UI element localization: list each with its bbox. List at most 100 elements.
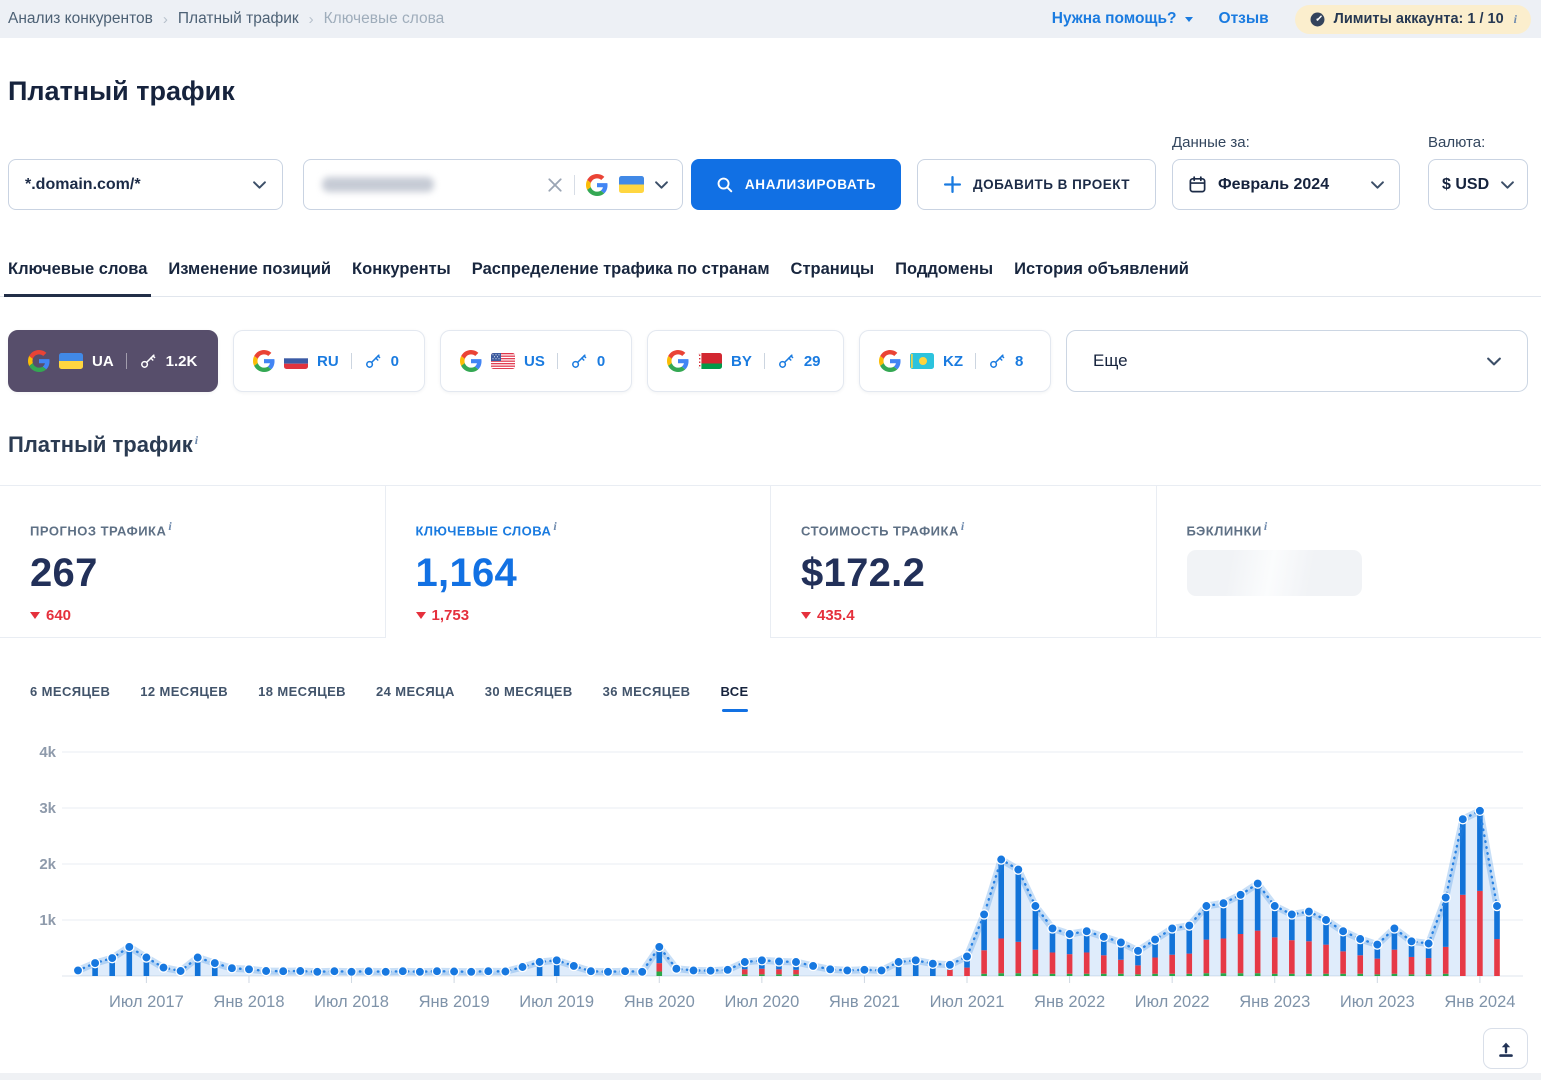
data-point (501, 967, 510, 976)
data-point (757, 956, 766, 965)
metric-card-traffic-forecast[interactable]: ПРОГНОЗ ТРАФИКАi 267 640 (0, 486, 386, 638)
url-pattern-select[interactable]: *.domain.com/* (8, 159, 283, 210)
data-point (467, 967, 476, 976)
region-button-ru[interactable]: RU 0 (233, 330, 425, 392)
red-bar (1118, 960, 1124, 974)
data-point (1168, 924, 1177, 933)
data-point (364, 967, 373, 976)
green-bar (1306, 974, 1312, 976)
period-18m[interactable]: 18 МЕСЯЦЕВ (258, 684, 346, 712)
breadcrumb-separator-icon: › (163, 11, 168, 28)
data-point (860, 965, 869, 974)
chevron-down-icon[interactable] (655, 181, 668, 189)
metric-card-keywords[interactable]: КЛЮЧЕВЫЕ СЛОВАi 1,164 1,753 (386, 486, 772, 638)
chevron-down-icon (1487, 357, 1501, 366)
date-select[interactable]: Февраль 2024 (1172, 159, 1400, 210)
tab-keywords[interactable]: Ключевые слова (8, 260, 147, 296)
tab-position-changes[interactable]: Изменение позиций (168, 260, 331, 296)
add-to-project-button[interactable]: ДОБАВИТЬ В ПРОЕКТ (917, 159, 1156, 210)
info-icon: i (1514, 12, 1517, 27)
data-point (689, 966, 698, 975)
green-bar (1409, 974, 1415, 976)
flag-us-icon (491, 353, 515, 369)
data-point (347, 967, 356, 976)
date-select-value: Февраль 2024 (1218, 176, 1329, 194)
region-button-us[interactable]: US 0 (440, 330, 632, 392)
data-point (1219, 899, 1228, 908)
tab-pages[interactable]: Страницы (791, 260, 875, 296)
data-point (244, 965, 253, 974)
topbar-actions: Нужна помощь? Отзыв Лимиты аккаунта: 1 /… (1052, 5, 1531, 34)
breadcrumb-item[interactable]: Анализ конкурентов (8, 10, 153, 28)
help-link[interactable]: Нужна помощь? (1052, 10, 1193, 28)
period-36m[interactable]: 36 МЕСЯЦЕВ (603, 684, 691, 712)
data-point (655, 942, 664, 951)
analyze-button[interactable]: АНАЛИЗИРОВАТЬ (691, 159, 901, 210)
export-row (0, 1028, 1541, 1069)
region-keyword-count: 29 (804, 353, 821, 370)
data-point (159, 963, 168, 972)
flag-ua-icon (59, 353, 83, 369)
red-bar (1340, 951, 1346, 973)
data-point (142, 953, 151, 962)
tab-ads-history[interactable]: История объявлений (1014, 260, 1189, 296)
x-axis-label: Июл 2023 (1340, 993, 1415, 1011)
period-12m[interactable]: 12 МЕСЯЦЕВ (140, 684, 228, 712)
more-regions-select[interactable]: Еще (1066, 330, 1528, 392)
breadcrumb-item-current: Ключевые слова (324, 10, 445, 28)
green-bar (1289, 974, 1295, 976)
tab-traffic-by-country[interactable]: Распределение трафика по странам (472, 260, 770, 296)
green-bar (656, 972, 662, 976)
more-regions-label: Еще (1093, 351, 1128, 371)
domain-search-input[interactable] (303, 159, 683, 210)
feedback-link[interactable]: Отзыв (1219, 10, 1269, 28)
data-point (672, 964, 681, 973)
data-point (1133, 946, 1142, 955)
data-point (1390, 924, 1399, 933)
clear-icon[interactable] (547, 177, 563, 193)
feedback-link-label: Отзыв (1219, 10, 1269, 28)
data-point (740, 957, 749, 966)
metric-card-traffic-cost[interactable]: СТОИМОСТЬ ТРАФИКАi $172.2 435.4 (771, 486, 1157, 638)
account-limits-badge[interactable]: Лимиты аккаунта: 1 / 10 i (1295, 5, 1531, 34)
breadcrumb-item[interactable]: Платный трафик (178, 10, 299, 28)
red-bar (742, 969, 748, 974)
data-point (1014, 865, 1023, 874)
data-point (176, 966, 185, 975)
green-bar (1272, 974, 1278, 976)
url-pattern-value: *.domain.com/* (25, 176, 141, 194)
data-point (586, 967, 595, 976)
metric-value: 267 (30, 551, 385, 596)
export-button[interactable] (1483, 1028, 1528, 1069)
x-axis-label: Янв 2020 (624, 993, 695, 1011)
value-skeleton (1187, 550, 1362, 596)
data-point (296, 966, 305, 975)
region-button-by[interactable]: BY 29 (647, 330, 844, 392)
data-point (227, 964, 236, 973)
data-point (1339, 927, 1348, 936)
red-bar (1067, 954, 1073, 974)
data-point (381, 967, 390, 976)
currency-select[interactable]: $ USD (1428, 159, 1528, 210)
metric-card-backlinks[interactable]: БЭКЛИНКИi (1157, 486, 1541, 638)
region-button-kz[interactable]: KZ 8 (859, 330, 1051, 392)
green-bar (981, 974, 987, 976)
analyze-button-label: АНАЛИЗИРОВАТЬ (745, 177, 876, 192)
data-point (125, 942, 134, 951)
red-bar (1169, 955, 1175, 974)
data-point (809, 961, 818, 970)
add-to-project-label: ДОБАВИТЬ В ПРОЕКТ (973, 177, 1130, 192)
tab-subdomains[interactable]: Поддомены (895, 260, 993, 296)
period-all[interactable]: ВСЕ (720, 684, 748, 712)
x-axis-label: Янв 2021 (829, 993, 900, 1011)
metric-delta: 435.4 (801, 607, 1156, 624)
red-bar (1272, 937, 1278, 973)
region-button-ua[interactable]: UA 1.2K (8, 330, 218, 392)
period-6m[interactable]: 6 МЕСЯЦЕВ (30, 684, 110, 712)
period-24m[interactable]: 24 МЕСЯЦА (376, 684, 455, 712)
green-bar (1426, 974, 1432, 976)
period-30m[interactable]: 30 МЕСЯЦЕВ (485, 684, 573, 712)
region-keyword-count: 0 (597, 353, 605, 370)
tab-competitors[interactable]: Конкуренты (352, 260, 451, 296)
red-bar (1306, 941, 1312, 973)
